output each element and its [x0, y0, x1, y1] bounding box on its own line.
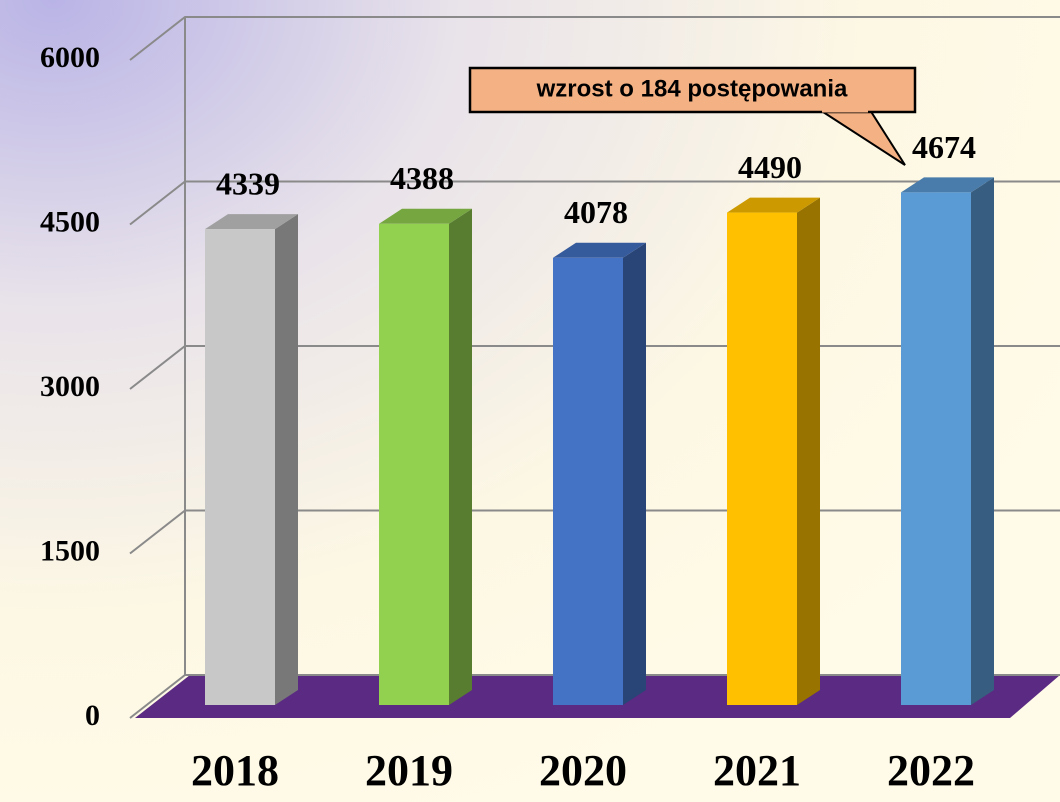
bar-side: [275, 214, 298, 706]
bar: [553, 257, 623, 705]
x-tick-label: 2019: [365, 746, 453, 795]
callout-box: [468, 66, 917, 114]
bar-top: [553, 242, 646, 258]
y-tick-label: 0: [85, 699, 100, 732]
data-label: 4674: [912, 129, 976, 165]
data-label: 4388: [390, 160, 454, 196]
bar-top: [205, 214, 298, 230]
bar-side: [623, 242, 646, 705]
bar-top: [727, 197, 820, 213]
y-tick-label: 4500: [40, 205, 100, 238]
y-tick-label: 1500: [40, 534, 100, 567]
bar: [205, 229, 275, 706]
annotation-text: wzrost o 184 postępowania: [536, 75, 848, 102]
data-label: 4490: [738, 149, 802, 185]
y-tick-label: 6000: [40, 41, 100, 74]
bar-top: [901, 177, 994, 193]
x-tick-label: 2018: [191, 746, 279, 795]
bar: [901, 192, 971, 706]
bar-side: [971, 177, 994, 706]
x-tick-label: 2022: [887, 746, 975, 795]
bar-top: [379, 208, 472, 224]
bar: [727, 212, 797, 705]
bar-side: [449, 208, 472, 706]
y-tick-label: 3000: [40, 370, 100, 403]
annotation: wzrost o 184 postępowania: [468, 66, 917, 166]
data-label: 4078: [564, 194, 628, 230]
x-tick-label: 2021: [713, 746, 801, 795]
data-label: 4339: [216, 166, 280, 202]
x-tick-label: 2020: [539, 746, 627, 795]
bar: [379, 223, 449, 706]
bar-side: [797, 197, 820, 705]
plot-area: 0 1500 3000 4500 6000 4339 2018 4388 2019 4078 202…: [40, 16, 1060, 795]
